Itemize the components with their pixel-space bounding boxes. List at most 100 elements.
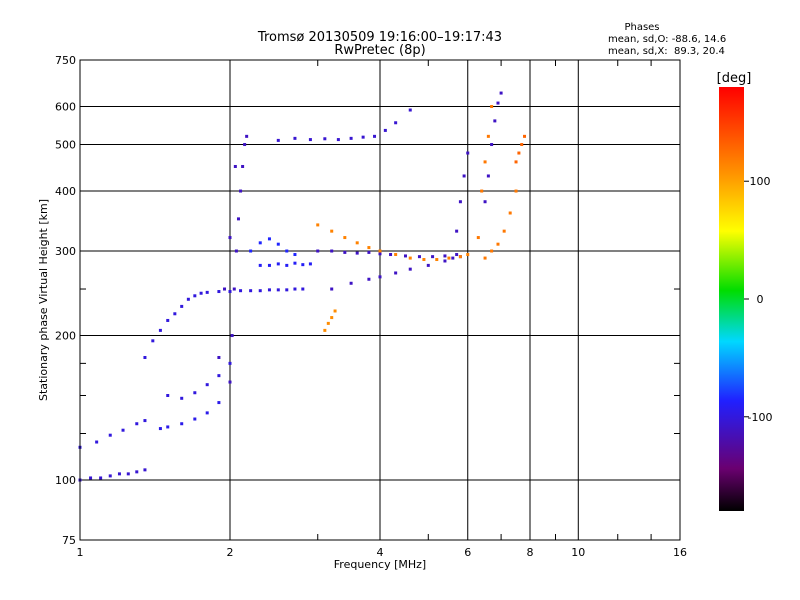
y-tick-label: 100 [55, 474, 76, 487]
echo-point [330, 249, 334, 253]
echo-point [490, 105, 494, 109]
echo-point [108, 474, 112, 478]
echo-point [301, 287, 305, 291]
y-tick-label: 750 [55, 54, 76, 67]
echo-point [158, 328, 162, 332]
echo-point [451, 256, 455, 260]
stats-heading: Phases [624, 22, 659, 33]
echo-point [193, 417, 197, 421]
echo-point [367, 277, 371, 281]
echo-point [186, 297, 190, 301]
echo-point [394, 253, 398, 257]
echo-point [205, 290, 209, 294]
echo-point [316, 249, 320, 253]
echo-point [490, 249, 494, 253]
echo-point [458, 255, 462, 259]
echo-point [483, 200, 487, 204]
echo-point [166, 394, 170, 398]
chart-subtitle: RwPretec (8p) [334, 43, 425, 58]
echo-point [217, 374, 221, 378]
echo-point [502, 229, 506, 233]
echo-point [228, 290, 232, 294]
echo-point [223, 287, 227, 291]
echo-point [276, 262, 280, 266]
echo-point [455, 229, 459, 233]
echo-point [455, 253, 459, 257]
echo-point [330, 287, 334, 291]
echo-point [323, 137, 327, 141]
plot-frame [79, 59, 681, 541]
echo-point [378, 249, 382, 253]
x-tick-label: 4 [377, 546, 384, 559]
echo-point [361, 135, 365, 139]
echo-point [293, 253, 297, 257]
echo-point [508, 211, 512, 215]
echo-point [499, 91, 503, 95]
colorbar-label: [deg] [717, 71, 752, 86]
echo-point [408, 108, 412, 112]
echo-point [523, 134, 527, 138]
echo-point [308, 262, 312, 266]
chart-title: Tromsø 20130509 19:16:00–19:17:43 [257, 30, 502, 45]
echo-point [95, 440, 99, 444]
echo-point [490, 143, 494, 147]
echo-point [293, 287, 297, 291]
echo-point [258, 263, 262, 267]
x-tick-label: 2 [227, 546, 234, 559]
grid-lines [80, 60, 680, 540]
colorbar-tick-label: 0 [757, 293, 764, 306]
echo-point [443, 254, 447, 258]
echo-point [243, 143, 247, 147]
echo-point [158, 427, 162, 431]
echo-point [151, 339, 155, 343]
echo-point [435, 258, 439, 262]
echo-point [232, 287, 236, 291]
echo-point [355, 241, 359, 245]
echo-point [373, 134, 377, 138]
echo-point [193, 294, 197, 298]
echo-point [166, 318, 170, 322]
echo-point [258, 289, 262, 293]
y-axis-ticks: 75 100 200 300 400 500 600 750 [55, 54, 680, 547]
echo-point [333, 309, 337, 313]
colorbar [719, 87, 744, 511]
echo-point [228, 361, 232, 365]
echo-point [285, 288, 289, 292]
echo-point [514, 160, 518, 164]
echo-point [205, 383, 209, 387]
y-tick-label: 400 [55, 185, 76, 198]
echo-point [520, 143, 524, 147]
echo-point [367, 246, 371, 250]
echo-point [293, 136, 297, 140]
echo-point [228, 236, 232, 240]
echo-point [422, 258, 426, 262]
echo-point [249, 289, 253, 293]
y-axis-label: Stationary phase Virtual Height [km] [37, 199, 50, 401]
echo-point [121, 428, 125, 432]
echo-point [276, 288, 280, 292]
colorbar-ticks: 100 0 -100 [744, 175, 772, 424]
echo-point [426, 263, 430, 267]
echo-point [355, 251, 359, 255]
echo-point [267, 237, 271, 241]
echo-point [483, 160, 487, 164]
echo-point [496, 101, 500, 105]
echo-point [180, 422, 184, 426]
echo-point [239, 289, 243, 293]
echo-point [458, 200, 462, 204]
y-tick-label: 200 [55, 330, 76, 343]
echo-point [466, 151, 470, 155]
echo-point [330, 316, 334, 320]
echo-point [514, 189, 518, 193]
echo-point [476, 236, 480, 240]
echo-point [326, 321, 330, 325]
echo-point [230, 334, 234, 338]
echo-point [276, 242, 280, 246]
echo-point [323, 328, 327, 332]
echo-point [486, 174, 490, 178]
echo-point [143, 468, 147, 472]
echo-point [217, 355, 221, 359]
echo-point [108, 433, 112, 437]
echo-point [267, 288, 271, 292]
